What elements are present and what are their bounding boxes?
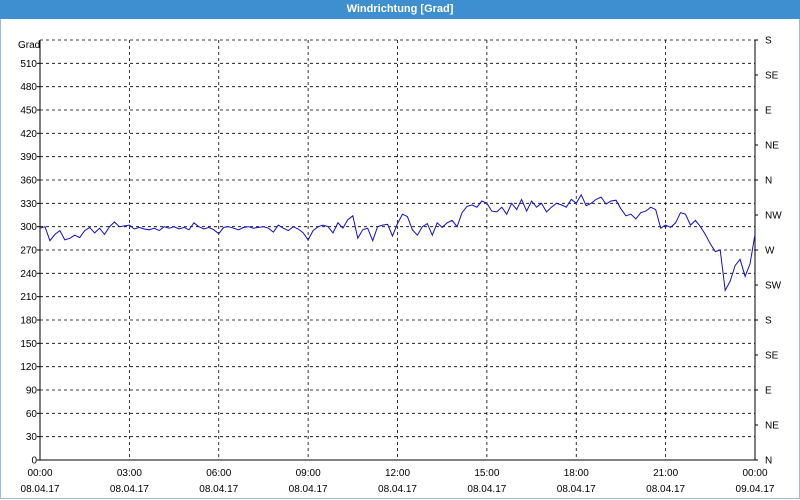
compass-tick-label: SE [765, 351, 779, 362]
y-tick-label: 0 [31, 456, 37, 467]
y-tick-label: 180 [20, 316, 37, 327]
compass-tick-label: SW [765, 281, 782, 292]
y-tick-label: 510 [20, 59, 37, 70]
y-tick-label: 390 [20, 152, 37, 163]
y-tick-label: 210 [20, 292, 37, 303]
y-tick-label: 360 [20, 176, 37, 187]
x-tick-time-label: 09:00 [296, 468, 321, 479]
compass-tick-label: N [765, 456, 772, 467]
x-tick-date-label: 08.04.17 [21, 484, 60, 495]
y-tick-label: 330 [20, 199, 37, 210]
y-tick-label: 120 [20, 362, 37, 373]
y-tick-label: 150 [20, 339, 37, 350]
x-tick-time-label: 06:00 [206, 468, 231, 479]
y-tick-label: 480 [20, 82, 37, 93]
compass-tick-label: N [765, 176, 772, 187]
x-tick-date-label: 08.04.17 [467, 484, 506, 495]
grid-layer [40, 39, 755, 460]
y-tick-label: 420 [20, 129, 37, 140]
compass-tick-label: SE [765, 71, 779, 82]
x-tick-date-label: 08.04.17 [199, 484, 238, 495]
y-tick-label: 450 [20, 106, 37, 117]
y-tick-label: 60 [26, 409, 38, 420]
compass-tick-label: NE [765, 141, 779, 152]
y-tick-label: 30 [26, 432, 38, 443]
compass-tick-label: S [765, 36, 772, 47]
x-tick-date-label: 08.04.17 [557, 484, 596, 495]
y-axis-label: Grad [18, 40, 40, 51]
y-tick-label: 240 [20, 269, 37, 280]
x-tick-date-label: 09.04.17 [736, 484, 775, 495]
x-tick-time-label: 18:00 [564, 468, 589, 479]
y-tick-label: 270 [20, 246, 37, 257]
x-tick-time-label: 21:00 [653, 468, 678, 479]
axis-layer: 0 30 60 90 120 150 180 210 240 270 300 330 360 390 420… [20, 36, 782, 496]
x-tick-date-label: 08.04.17 [378, 484, 417, 495]
compass-tick-label: W [765, 246, 775, 257]
series-layer [39, 193, 756, 293]
x-tick-time-label: 00:00 [27, 468, 52, 479]
chart-title: Windrichtung [Grad] [346, 3, 454, 15]
x-tick-time-label: 00:00 [742, 468, 767, 479]
compass-tick-label: NE [765, 421, 779, 432]
x-tick-date-label: 08.04.17 [110, 484, 149, 495]
x-tick-time-label: 03:00 [117, 468, 142, 479]
y-tick-label: 90 [26, 386, 38, 397]
compass-tick-label: E [765, 386, 772, 397]
x-tick-time-label: 12:00 [385, 468, 410, 479]
wind-direction-series-line [39, 193, 756, 293]
x-tick-date-label: 08.04.17 [289, 484, 328, 495]
compass-tick-label: NW [765, 211, 782, 222]
compass-tick-label: S [765, 316, 772, 327]
x-tick-date-label: 08.04.17 [646, 484, 685, 495]
compass-tick-label: E [765, 106, 772, 117]
y-tick-label: 300 [20, 222, 37, 233]
x-tick-time-label: 15:00 [474, 468, 499, 479]
chart-title-bar: Windrichtung [Grad] [0, 0, 800, 19]
